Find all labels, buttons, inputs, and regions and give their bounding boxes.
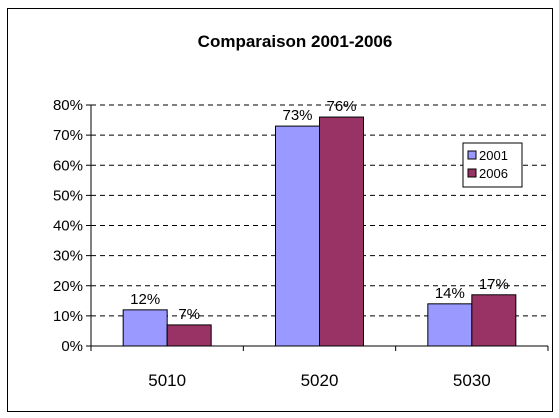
data-label: 17% (479, 276, 509, 293)
data-label: 12% (130, 291, 160, 308)
legend: 2001 2006 (462, 142, 523, 188)
bar-2001-5010 (122, 309, 168, 347)
data-label: 73% (282, 107, 312, 124)
legend-swatch (467, 168, 477, 178)
data-labels: 12% 7% 73% 76% 14% 17% (130, 98, 509, 323)
legend-label: 2006 (479, 166, 508, 181)
y-tick-label: 40% (53, 218, 83, 235)
y-tick-label: 0% (61, 338, 83, 355)
x-tick-label: 5010 (148, 371, 186, 390)
data-label: 14% (435, 285, 465, 302)
chart-title: Comparaison 2001-2006 (198, 32, 393, 51)
y-tick-labels: 0% 10% 20% 30% 40% 50% 60% 70% 80% (53, 97, 83, 355)
bar-2006-5020 (319, 116, 364, 347)
bars (122, 116, 517, 347)
legend-swatch (467, 150, 477, 160)
bar-2006-5030 (471, 294, 517, 347)
y-tick-label: 50% (53, 187, 83, 204)
legend-label: 2001 (479, 148, 508, 163)
x-tick-label: 5020 (301, 371, 339, 390)
x-tick-labels: 5010 5020 5030 (148, 371, 490, 390)
bar-2001-5030 (427, 303, 473, 347)
y-tick-label: 30% (53, 248, 83, 265)
legend-box (462, 142, 523, 188)
y-tick-label: 20% (53, 278, 83, 295)
bar-2001-5020 (275, 125, 320, 347)
y-tick-label: 70% (53, 127, 83, 144)
y-tick-label: 80% (53, 97, 83, 114)
x-tick-label: 5030 (453, 371, 491, 390)
data-label: 7% (178, 306, 200, 323)
y-tick-label: 60% (53, 157, 83, 174)
data-label: 76% (326, 98, 356, 115)
y-tick-label: 10% (53, 308, 83, 325)
bar-2006-5010 (166, 324, 212, 347)
